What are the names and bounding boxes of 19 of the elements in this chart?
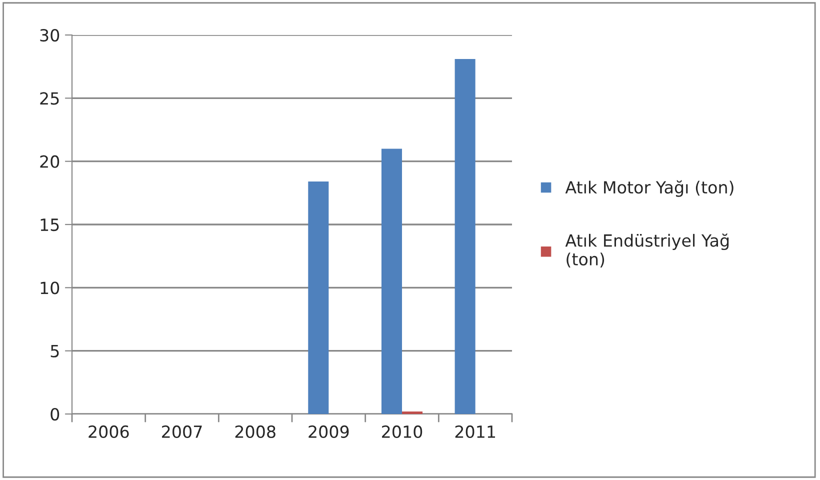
bar (308, 182, 329, 414)
legend-label: Atık Endüstriyel Yağ (ton) (565, 234, 729, 268)
y-tick-label: 25 (40, 92, 59, 105)
bar (381, 148, 402, 414)
y-tick-label: 20 (40, 155, 60, 168)
legend-label: Atık Motor Yağı (ton) (565, 180, 734, 197)
x-tick-label: 2008 (235, 425, 276, 438)
x-tick-label: 2006 (88, 425, 129, 438)
x-tick-label: 2010 (382, 425, 422, 438)
y-tick-label: 30 (40, 28, 60, 42)
x-tick-label: 2009 (308, 425, 349, 438)
y-tick-label: 10 (40, 282, 60, 294)
y-tick-label: 0 (50, 408, 60, 421)
x-tick-label: 2007 (162, 425, 202, 438)
y-tick-label: 5 (50, 345, 59, 358)
bar (454, 59, 476, 414)
x-tick-label: 2011 (455, 425, 495, 438)
bar (402, 411, 423, 414)
y-tick-label: 15 (40, 218, 59, 232)
